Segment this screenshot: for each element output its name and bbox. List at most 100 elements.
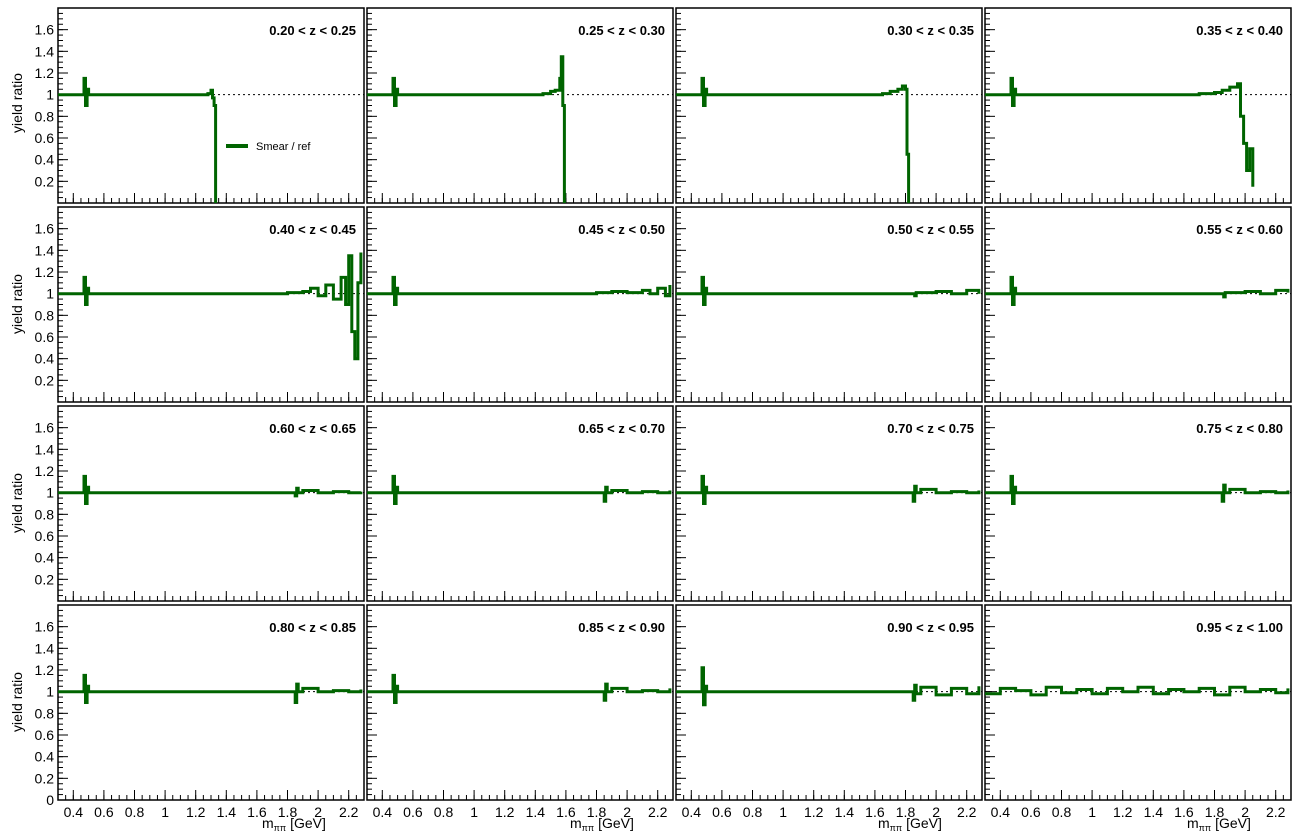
x-axis-title-sub: ππ	[582, 823, 594, 833]
x-tick-label: 1.2	[186, 804, 206, 820]
y-tick-label: 1.2	[35, 662, 55, 678]
y-tick-label: 0.2	[35, 571, 55, 587]
y-tick-label: 0.8	[35, 705, 55, 721]
series-line	[367, 474, 672, 505]
y-tick-label: 0.6	[35, 727, 55, 743]
panel-frame	[984, 405, 1292, 602]
y-axis-title-row-1: yield ratio	[9, 73, 25, 133]
x-axis-title-unit: [GeV]	[598, 815, 634, 831]
x-tick-label: 1.6	[556, 804, 576, 820]
x-tick-label: 1.4	[1144, 804, 1164, 820]
x-tick-label: 0.8	[125, 804, 145, 820]
series-line	[58, 252, 363, 361]
panel-frame	[984, 206, 1292, 403]
x-tick-label: 2	[314, 804, 322, 820]
y-tick-label: 0.2	[35, 770, 55, 786]
panel-z-label: 0.55 < z < 0.60	[1196, 222, 1283, 237]
series-line	[985, 76, 1255, 187]
y-tick-label: 0.4	[35, 749, 55, 765]
x-axis-title-main: m	[878, 815, 890, 831]
panel-frame	[366, 206, 674, 403]
x-tick-label: 1.6	[865, 804, 885, 820]
panel-16: 0.4 0.6 0.8 1 1.2 1.4 1.6 1.8 2 2.2 0.95 < z < 1.0…	[984, 604, 1292, 820]
x-axis-title-col-4: mππ [GeV]	[1187, 815, 1251, 833]
y-tick-label: 1.2	[35, 264, 55, 280]
y-tick-label: 0.6	[35, 130, 55, 146]
y-tick-label: 0.4	[35, 351, 55, 367]
y-tick-label: 1.2	[35, 65, 55, 81]
x-axis-title-main: m	[570, 815, 582, 831]
y-tick-label: 1.6	[35, 22, 55, 38]
series-line	[58, 474, 363, 505]
panel-z-label: 0.30 < z < 0.35	[887, 23, 974, 38]
y-tick-label: 0.4	[35, 550, 55, 566]
x-axis-title-main: m	[262, 815, 274, 831]
x-tick-label: 0.4	[991, 804, 1011, 820]
panel-14: 0.4 0.6 0.8 1 1.2 1.4 1.6 1.8 2 2.2 0.85 < z < 0.9…	[366, 604, 674, 820]
panel-z-label: 0.90 < z < 0.95	[887, 620, 974, 635]
x-axis-title-unit: [GeV]	[290, 815, 326, 831]
legend: Smear / ref	[226, 141, 311, 153]
x-tick-label: 0.4	[64, 804, 84, 820]
y-tick-label: 0.2	[35, 173, 55, 189]
y-tick-label: 0.6	[35, 528, 55, 544]
x-tick-label: 0.6	[1021, 804, 1041, 820]
x-axis-title-col-2: mππ [GeV]	[570, 815, 634, 833]
panel-frame	[675, 7, 983, 204]
panel-1: 0.2 0.4 0.6 0.8 1 1.2 1.4 1.6 0.20 < z < 0.25	[35, 7, 365, 204]
panel-z-label: 0.80 < z < 0.85	[269, 620, 356, 635]
y-tick-label: 0.4	[35, 152, 55, 168]
panel-10: 0.65 < z < 0.70	[366, 405, 674, 602]
x-axis-title-sub: ππ	[1199, 823, 1211, 833]
y-tick-label: 1.4	[35, 441, 55, 457]
series-line	[676, 666, 981, 707]
y-tick-label: 1.4	[35, 640, 55, 656]
panel-z-label: 0.40 < z < 0.45	[269, 222, 356, 237]
series-line	[676, 474, 981, 505]
y-tick-label: 1.6	[35, 420, 55, 436]
panel-frame	[366, 604, 674, 801]
panel-15: 0.4 0.6 0.8 1 1.2 1.4 1.6 1.8 2 2.2 0.90 < z < 0.9…	[675, 604, 983, 820]
panel-frame	[984, 604, 1292, 801]
x-tick-label: 0.8	[1052, 804, 1072, 820]
x-tick-label: 1	[1088, 804, 1096, 820]
panel-4: 0.35 < z < 0.40	[984, 7, 1292, 204]
series-line	[676, 275, 981, 306]
y-tick-label: 0.8	[35, 108, 55, 124]
panel-8: 0.55 < z < 0.60	[984, 206, 1292, 403]
y-tick-label: 1.2	[35, 463, 55, 479]
x-tick-label: 1.4	[835, 804, 855, 820]
y-tick-label: 0.8	[35, 506, 55, 522]
panel-frame	[57, 604, 365, 801]
y-tick-label: 0.6	[35, 329, 55, 345]
x-tick-label: 0.4	[373, 804, 393, 820]
x-tick-label: 1	[161, 804, 169, 820]
y-tick-label: 1	[46, 286, 54, 302]
y-tick-label: 1	[46, 87, 54, 103]
x-axis-title-unit: [GeV]	[906, 815, 942, 831]
panel-z-label: 0.60 < z < 0.65	[269, 421, 356, 436]
x-axis-title-sub: ππ	[274, 823, 286, 833]
panel-grid: 0.20.40.60.811.21.41.6 0.20 < z < 0.25 0.2…	[35, 7, 1292, 820]
panel-frame	[366, 7, 674, 204]
panel-7: 0.50 < z < 0.55	[675, 206, 983, 403]
panel-6: 0.45 < z < 0.50	[366, 206, 674, 403]
x-tick-label: 1.6	[247, 804, 267, 820]
panel-z-label: 0.35 < z < 0.40	[1196, 23, 1283, 38]
panel-z-label: 0.65 < z < 0.70	[578, 421, 665, 436]
series-line	[58, 673, 363, 704]
y-axis-title-row-4: yield ratio	[9, 672, 25, 732]
series-line	[58, 76, 218, 203]
panel-9: 0.2 0.4 0.6 0.8 1 1.2 1.4 1.6 0.60 < z < 0.65	[35, 405, 365, 602]
x-tick-label: 1.4	[526, 804, 546, 820]
y-axis-title-row-2: yield ratio	[9, 274, 25, 334]
x-tick-label: 1	[779, 804, 787, 820]
panel-5: 0.2 0.4 0.6 0.8 1 1.2 1.4 1.6 0.40 < z < 0.45	[35, 206, 365, 403]
panel-frame	[366, 405, 674, 602]
x-tick-label: 2.2	[339, 804, 359, 820]
y-tick-label: 0.2	[35, 372, 55, 388]
panel-z-label: 0.70 < z < 0.75	[887, 421, 974, 436]
x-tick-label: 1	[470, 804, 478, 820]
x-tick-label: 0.6	[712, 804, 732, 820]
